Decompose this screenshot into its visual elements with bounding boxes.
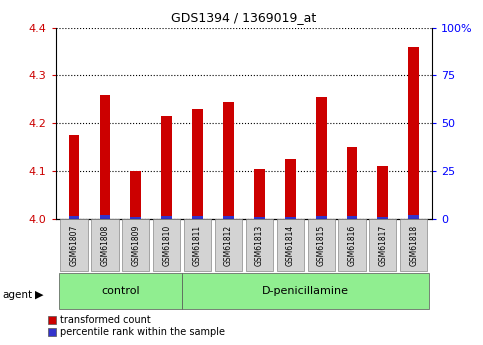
Bar [246,219,273,271]
Bar [192,109,203,219]
Bar [347,216,357,219]
Bar [130,217,141,219]
Bar [339,219,366,271]
Bar [122,219,149,271]
Bar [223,102,234,219]
Text: ▶: ▶ [35,290,43,300]
Text: GSM61809: GSM61809 [131,224,141,266]
Text: GSM61812: GSM61812 [224,224,233,266]
Bar [277,219,304,271]
Bar [161,216,172,219]
Bar [99,215,110,219]
Legend: transformed count, percentile rank within the sample: transformed count, percentile rank withi… [48,315,225,337]
Bar [130,171,141,219]
Bar [308,219,335,271]
Text: control: control [101,286,140,296]
Bar [69,216,80,219]
Bar [58,273,182,308]
Text: agent: agent [2,290,32,300]
Text: D-penicillamine: D-penicillamine [262,286,349,296]
Bar [285,159,296,219]
Bar [408,47,419,219]
Text: GSM61816: GSM61816 [347,224,356,266]
Bar [378,217,388,219]
Bar [223,216,234,219]
Bar [285,217,296,219]
Bar [60,219,87,271]
Bar [316,97,327,219]
Bar [91,219,118,271]
Bar [408,215,419,219]
Bar [254,217,265,219]
Bar [182,273,429,308]
Text: GSM61817: GSM61817 [378,224,387,266]
Text: GSM61818: GSM61818 [409,224,418,266]
Text: GSM61810: GSM61810 [162,224,171,266]
Bar [316,216,327,219]
Bar [69,135,80,219]
Bar [215,219,242,271]
Bar [184,219,211,271]
Bar [254,169,265,219]
Bar [347,147,357,219]
Text: GSM61808: GSM61808 [100,224,110,266]
Bar [369,219,397,271]
Bar [153,219,180,271]
Text: GSM61815: GSM61815 [317,224,326,266]
Text: GSM61813: GSM61813 [255,224,264,266]
Title: GDS1394 / 1369019_at: GDS1394 / 1369019_at [171,11,316,24]
Bar [161,116,172,219]
Text: GSM61814: GSM61814 [286,224,295,266]
Bar [400,219,427,271]
Text: GSM61811: GSM61811 [193,224,202,266]
Bar [378,166,388,219]
Text: GSM61807: GSM61807 [70,224,79,266]
Bar [99,95,110,219]
Bar [192,216,203,219]
